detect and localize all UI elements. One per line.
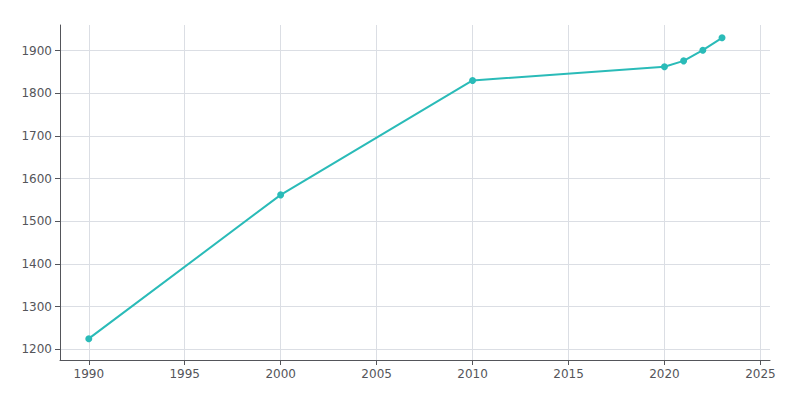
svg-text:1995: 1995 [169, 367, 200, 381]
svg-text:1700: 1700 [21, 129, 52, 143]
svg-text:2010: 2010 [457, 367, 488, 381]
svg-text:2015: 2015 [553, 367, 584, 381]
svg-text:2005: 2005 [361, 367, 392, 381]
svg-text:2000: 2000 [265, 367, 296, 381]
svg-text:1800: 1800 [21, 86, 52, 100]
svg-text:1600: 1600 [21, 172, 52, 186]
svg-text:1200: 1200 [21, 342, 52, 356]
svg-text:1990: 1990 [74, 367, 105, 381]
svg-text:1400: 1400 [21, 257, 52, 271]
svg-text:1900: 1900 [21, 44, 52, 58]
svg-text:2025: 2025 [745, 367, 776, 381]
svg-text:2020: 2020 [649, 367, 680, 381]
svg-text:1500: 1500 [21, 214, 52, 228]
svg-text:1300: 1300 [21, 300, 52, 314]
